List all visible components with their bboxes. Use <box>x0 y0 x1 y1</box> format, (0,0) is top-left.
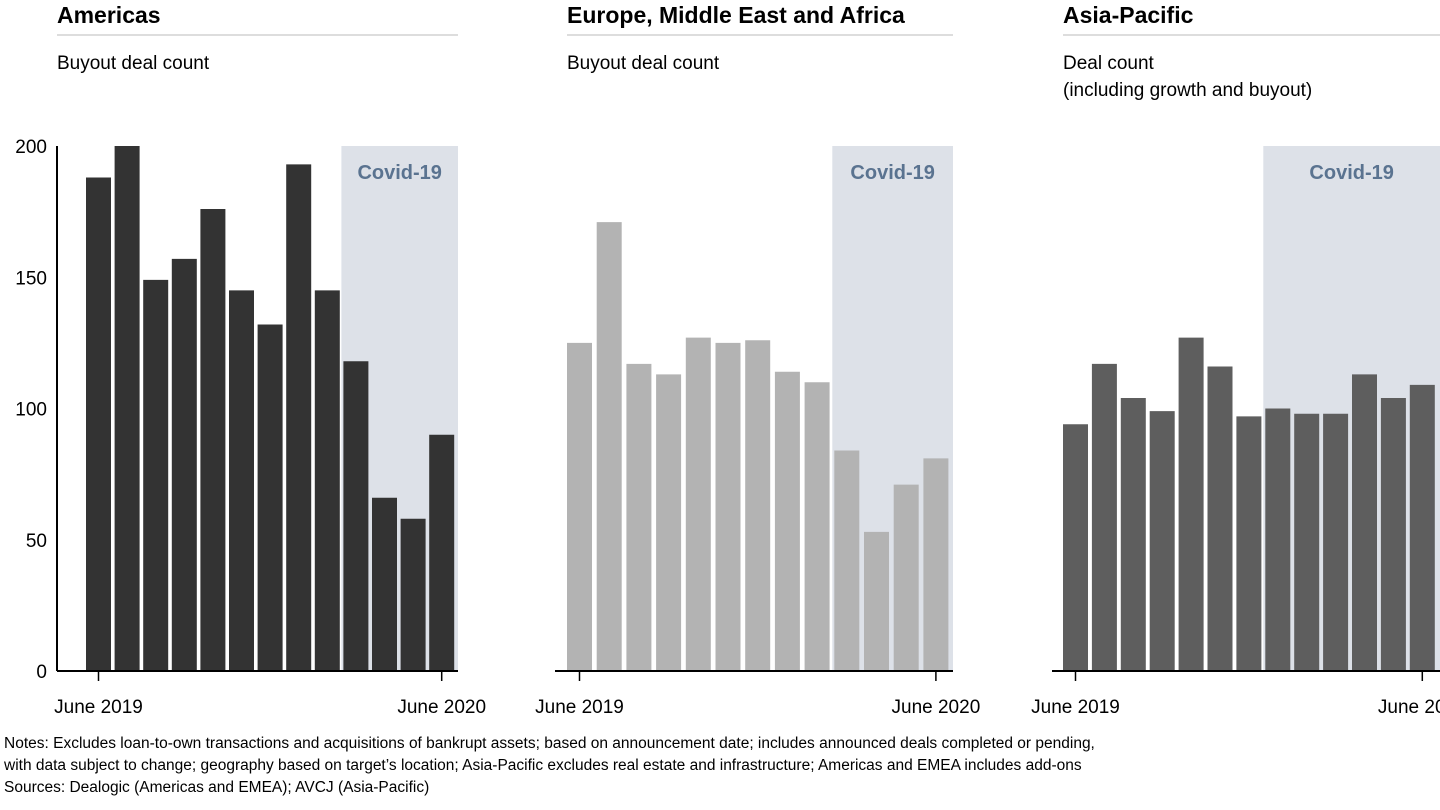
americas-subtitle: Buyout deal count <box>57 53 210 74</box>
americas-bar-jun-2020 <box>429 434 455 671</box>
emea-bar-dec-2019 <box>745 340 771 671</box>
americas-bar-jul-2019 <box>114 146 140 671</box>
sources-line: Sources: Dealogic (Americas and EMEA); A… <box>4 779 430 796</box>
asia-pacific-bar-mar-2020 <box>1323 413 1349 671</box>
americas-bar-dec-2019 <box>257 324 283 671</box>
emea-subtitle: Buyout deal count <box>567 53 720 74</box>
asia-pacific-bar-sep-2019 <box>1149 411 1175 671</box>
americas-bar-jan-2020 <box>286 164 312 671</box>
americas-bar-sep-2019 <box>171 258 197 671</box>
emea-bar-feb-2020 <box>804 382 830 671</box>
y-tick-label: 150 <box>15 268 47 289</box>
asia-pacific-subtitle: Deal count <box>1063 53 1155 74</box>
asia-pacific-bar-aug-2019 <box>1120 398 1146 671</box>
emea-x-tick-label: June 2019 <box>535 697 624 718</box>
americas-bar-aug-2019 <box>143 279 169 671</box>
asia-pacific-title: Asia-Pacific <box>1063 2 1194 28</box>
emea-title: Europe, Middle East and Africa <box>567 2 905 28</box>
y-tick-label: 100 <box>15 400 47 421</box>
emea-bar-mar-2020 <box>834 450 860 671</box>
y-tick-label: 50 <box>26 531 47 552</box>
asia-pacific-bar-jul-2019 <box>1091 363 1117 671</box>
emea-covid-label: Covid-19 <box>850 162 934 184</box>
asia-pacific-covid-label: Covid-19 <box>1309 162 1393 184</box>
notes-line-2: with data subject to change; geography b… <box>4 757 1082 774</box>
emea-bar-apr-2020 <box>864 531 889 671</box>
emea-bar-jul-2019 <box>596 222 622 671</box>
asia-pacific-bar-jun-2020 <box>1409 384 1435 671</box>
y-tick-label: 0 <box>36 662 47 683</box>
emea-bar-jun-2019 <box>567 342 592 671</box>
americas-title: Americas <box>57 2 161 28</box>
asia-pacific-x-tick-label: June 2019 <box>1031 697 1120 718</box>
americas-bar-jun-2019 <box>86 177 111 671</box>
y-tick-label: 200 <box>15 137 47 158</box>
emea-bar-aug-2019 <box>626 363 652 671</box>
americas-bar-nov-2019 <box>229 290 254 671</box>
emea-x-tick-label: June 2020 <box>892 697 981 718</box>
americas-bar-apr-2020 <box>372 497 397 671</box>
americas-x-tick-label: June 2020 <box>397 697 486 718</box>
asia-pacific-bar-oct-2019 <box>1178 337 1204 671</box>
emea-bar-oct-2019 <box>685 337 711 671</box>
emea-bar-nov-2019 <box>715 342 741 671</box>
asia-pacific-bar-feb-2020 <box>1294 413 1320 671</box>
asia-pacific-bar-jun-2019 <box>1063 424 1088 671</box>
asia-pacific-bar-jan-2020 <box>1265 408 1291 671</box>
asia-pacific-bar-dec-2019 <box>1236 416 1262 671</box>
americas-bar-may-2020 <box>400 518 426 671</box>
americas-x-tick-label: June 2019 <box>54 697 143 718</box>
asia-pacific-subtitle: (including growth and buyout) <box>1063 80 1312 101</box>
emea-bar-jan-2020 <box>774 371 800 671</box>
emea-bar-may-2020 <box>893 484 919 671</box>
americas-bar-feb-2020 <box>314 290 340 671</box>
asia-pacific-x-tick-label: June 2020 <box>1378 697 1440 718</box>
americas-covid-label: Covid-19 <box>357 162 441 184</box>
asia-pacific-bar-apr-2020 <box>1352 374 1377 671</box>
asia-pacific-bar-may-2020 <box>1380 398 1406 671</box>
americas-bar-mar-2020 <box>343 361 369 671</box>
emea-bar-sep-2019 <box>656 374 682 671</box>
americas-bar-oct-2019 <box>200 209 226 671</box>
asia-pacific-bar-nov-2019 <box>1207 366 1233 671</box>
notes: Notes: Excludes loan-to-own transactions… <box>4 733 1440 799</box>
notes-line-1: Notes: Excludes loan-to-own transactions… <box>4 735 1095 752</box>
emea-bar-jun-2020 <box>923 458 949 671</box>
